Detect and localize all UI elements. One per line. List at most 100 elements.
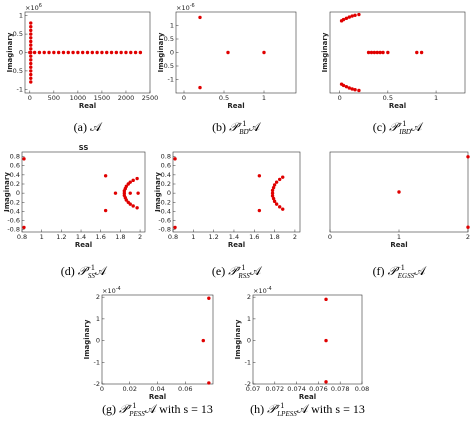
point	[52, 50, 56, 55]
x-tick-label: 0.06	[178, 385, 192, 393]
y-tick-label: 0	[167, 189, 171, 197]
y-tick-label: 1	[96, 315, 100, 323]
caption-sup: −1	[276, 401, 285, 410]
point	[353, 88, 357, 92]
point	[133, 50, 138, 55]
x-axis-label: Real	[389, 102, 406, 110]
x-tick-label: 1.6	[96, 233, 106, 241]
y-tick-label: 0.8	[161, 153, 171, 161]
y-tick-label: -1	[17, 85, 23, 93]
point	[226, 50, 230, 55]
caption-sup: −1	[237, 263, 246, 272]
x-tick-label: 2	[138, 233, 142, 241]
caption-prefix: (e)	[212, 264, 225, 278]
x-tick-label: 1	[397, 233, 401, 241]
y-tick-label: 0.2	[10, 180, 20, 188]
point	[347, 15, 351, 19]
point	[375, 50, 379, 55]
point	[262, 50, 266, 55]
point	[28, 50, 32, 55]
y-tick-label: -0.5	[161, 62, 174, 70]
y-tick-label: 0.4	[161, 171, 171, 179]
y-multiplier: ×10-4	[253, 286, 272, 296]
y-tick-label: -0.6	[7, 217, 20, 225]
point	[32, 50, 37, 55]
point	[71, 50, 75, 55]
caption-sub: RSS	[237, 272, 250, 280]
y-tick-label: -1	[94, 358, 100, 366]
point	[277, 177, 282, 182]
y-tick-label: 0.8	[10, 153, 20, 161]
caption-operand: 𝒜	[90, 120, 103, 134]
x-tick-label: 0.07	[246, 385, 260, 393]
y-tick-label: 0	[247, 337, 251, 345]
caption-operand: 𝒜	[95, 264, 108, 278]
point	[257, 208, 262, 213]
point	[29, 61, 33, 66]
y-tick-label: 0.5	[13, 30, 23, 38]
x-tick-label: 1	[40, 233, 44, 241]
caption: (d) 𝒫−1 SS𝒜	[61, 263, 108, 280]
point	[397, 190, 401, 194]
caption: (b) 𝒫−1 BD𝒜	[212, 119, 262, 136]
y-tick-label: 0.5	[164, 35, 174, 43]
y-tick-label: 0.2	[161, 180, 171, 188]
caption-prefix: (a)	[74, 120, 87, 134]
point	[350, 87, 354, 91]
y-tick-label: -2	[245, 380, 251, 388]
point	[201, 338, 205, 343]
x-tick-label: 2	[466, 233, 470, 241]
point	[124, 198, 129, 202]
y-axis-label: Imaginary	[83, 319, 91, 359]
x-tick-label: 2500	[142, 94, 159, 102]
point	[324, 297, 328, 302]
plot-frame	[329, 11, 466, 94]
point	[103, 174, 108, 178]
y-axis-label: Imaginary	[157, 32, 165, 72]
point	[324, 338, 328, 343]
x-tick-label: 1.8	[269, 233, 279, 241]
caption-sup: −1	[398, 119, 407, 128]
x-tick-label: 1000	[70, 94, 87, 102]
y-tick-label: 0	[19, 49, 23, 57]
point	[369, 50, 374, 55]
caption-operand: 𝒜	[414, 264, 427, 278]
caption: (e) 𝒫−1 RSS𝒜	[212, 263, 263, 280]
caption-operand: 𝒜	[250, 264, 263, 278]
point	[37, 50, 42, 55]
y-tick-label: -2	[94, 380, 100, 388]
y-tick-label: 0	[170, 49, 174, 57]
point	[47, 50, 51, 55]
caption: (f) 𝒫−1 EGSS𝒜	[373, 263, 428, 280]
point	[272, 183, 277, 187]
caption-sup: −1	[238, 119, 247, 128]
y-axis-label: Imaginary	[154, 172, 162, 212]
multiplier-power: 6	[39, 3, 42, 9]
y-tick-label: -0.2	[7, 198, 20, 206]
x-tick-label: 0.072	[265, 385, 284, 393]
x-tick-label: 0.078	[331, 385, 350, 393]
caption-operand: 𝒜	[297, 402, 310, 416]
point	[366, 50, 371, 55]
point	[372, 50, 377, 55]
caption-prefix: (g)	[102, 402, 116, 416]
multiplier-power: -4	[267, 286, 272, 292]
point	[274, 180, 279, 184]
point	[76, 50, 80, 55]
point	[419, 50, 424, 55]
y-axis-label: Imaginary	[6, 32, 14, 72]
point	[357, 12, 361, 17]
x-axis-label: Real	[227, 102, 244, 110]
caption-suffix: with s = 13	[159, 402, 213, 416]
caption-suffix: with s = 13	[311, 402, 365, 416]
point	[61, 50, 66, 55]
point	[85, 50, 90, 55]
y-tick-label: 1	[170, 22, 174, 30]
x-axis-label: Real	[299, 393, 316, 401]
point	[207, 296, 211, 300]
point	[277, 205, 282, 209]
point	[129, 50, 133, 55]
point	[270, 191, 275, 195]
y-tick-label: 1	[19, 12, 23, 20]
caption-sub: EGSS	[397, 272, 415, 280]
